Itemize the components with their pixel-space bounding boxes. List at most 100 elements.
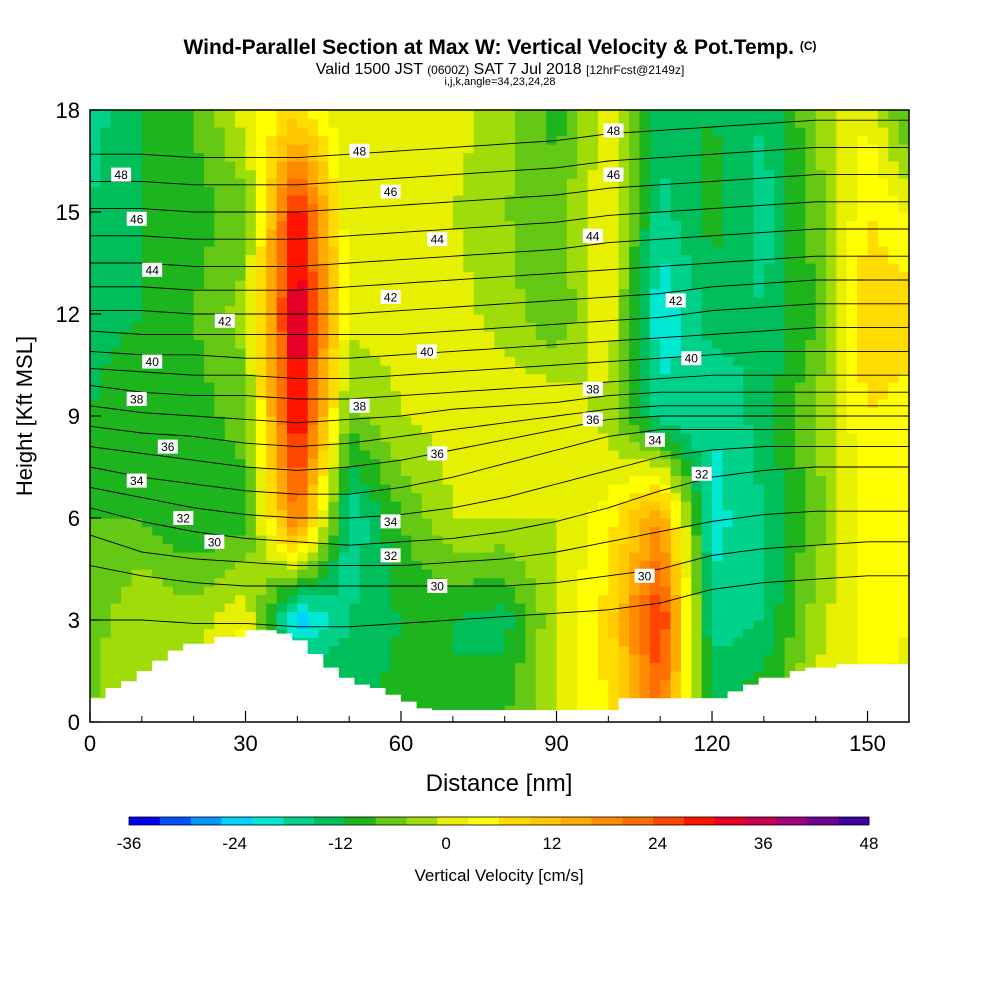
velocity-cell: [670, 365, 682, 375]
velocity-cell: [815, 475, 827, 485]
velocity-cell: [784, 611, 796, 621]
velocity-cell: [401, 220, 412, 230]
velocity-cell: [380, 382, 392, 392]
velocity-cell: [266, 331, 278, 341]
velocity-cell: [328, 322, 340, 332]
velocity-cell: [235, 339, 247, 349]
velocity-cell: [712, 382, 723, 392]
velocity-cell: [753, 560, 765, 570]
velocity-cell: [214, 475, 226, 485]
velocity-cell: [815, 450, 827, 460]
velocity-cell: [390, 229, 402, 239]
velocity-cell: [328, 552, 340, 562]
velocity-cell: [691, 492, 703, 502]
velocity-cell: [877, 484, 889, 494]
velocity-cell: [587, 688, 599, 698]
velocity-cell: [121, 373, 133, 383]
velocity-cell: [794, 297, 806, 307]
velocity-cell: [307, 492, 319, 502]
velocity-cell: [224, 569, 236, 579]
velocity-cell: [255, 552, 267, 562]
velocity-cell: [100, 577, 112, 587]
velocity-cell: [204, 603, 216, 613]
velocity-cell: [369, 535, 381, 545]
velocity-cell: [442, 280, 454, 290]
velocity-cell: [774, 314, 786, 324]
velocity-cell: [452, 237, 464, 247]
velocity-cell: [390, 577, 402, 587]
velocity-cell: [649, 322, 661, 332]
velocity-cell: [276, 586, 288, 596]
velocity-cell: [805, 492, 817, 502]
velocity-cell: [193, 322, 205, 332]
velocity-cell: [401, 441, 412, 451]
velocity-cell: [245, 569, 257, 579]
velocity-cell: [141, 339, 153, 349]
velocity-cell: [307, 543, 319, 553]
velocity-cell: [649, 526, 661, 536]
velocity-cell: [888, 220, 900, 230]
velocity-cell: [483, 271, 495, 281]
velocity-cell: [411, 297, 423, 307]
velocity-cell: [618, 407, 630, 417]
velocity-cell: [608, 611, 620, 621]
velocity-cell: [162, 628, 174, 638]
velocity-cell: [328, 611, 340, 621]
velocity-cell: [131, 331, 143, 341]
velocity-cell: [660, 637, 672, 647]
velocity-cell: [763, 220, 775, 230]
velocity-cell: [898, 475, 909, 485]
velocity-cell: [815, 569, 827, 579]
velocity-cell: [463, 569, 475, 579]
velocity-cell: [649, 688, 661, 698]
velocity-cell: [297, 509, 309, 519]
velocity-cell: [297, 365, 309, 375]
velocity-cell: [193, 458, 205, 468]
velocity-cell: [307, 450, 319, 460]
velocity-cell: [712, 620, 723, 630]
velocity-cell: [328, 441, 340, 451]
velocity-cell: [328, 373, 340, 383]
velocity-cell: [701, 654, 713, 664]
velocity-cell: [546, 484, 558, 494]
velocity-cell: [566, 577, 578, 587]
velocity-cell: [421, 662, 433, 672]
velocity-cell: [494, 603, 506, 613]
velocity-cell: [152, 492, 164, 502]
velocity-cell: [670, 603, 682, 613]
velocity-cell: [172, 254, 184, 264]
velocity-cell: [328, 450, 340, 460]
velocity-cell: [794, 535, 806, 545]
velocity-cell: [121, 467, 133, 477]
velocity-cell: [587, 603, 599, 613]
velocity-cell: [162, 509, 174, 519]
velocity-cell: [597, 543, 609, 553]
velocity-cell: [483, 543, 495, 553]
velocity-cell: [162, 535, 174, 545]
velocity-cell: [369, 297, 381, 307]
velocity-cell: [421, 263, 433, 273]
velocity-cell: [152, 535, 164, 545]
velocity-cell: [390, 220, 402, 230]
velocity-cell: [442, 611, 454, 621]
velocity-cell: [483, 679, 495, 689]
velocity-cell: [276, 339, 288, 349]
velocity-cell: [639, 280, 651, 290]
velocity-cell: [836, 535, 848, 545]
velocity-cell: [587, 356, 599, 366]
velocity-cell: [90, 305, 101, 315]
velocity-cell: [525, 331, 537, 341]
velocity-cell: [515, 569, 527, 579]
velocity-cell: [898, 416, 909, 426]
velocity-cell: [546, 552, 558, 562]
velocity-cell: [670, 220, 682, 230]
velocity-cell: [297, 620, 309, 630]
velocity-cell: [566, 390, 578, 400]
velocity-cell: [193, 237, 205, 247]
velocity-cell: [172, 450, 184, 460]
velocity-cell: [463, 526, 475, 536]
velocity-cell: [204, 450, 216, 460]
velocity-cell: [152, 509, 164, 519]
velocity-cell: [266, 203, 278, 213]
velocity-cell: [411, 390, 423, 400]
